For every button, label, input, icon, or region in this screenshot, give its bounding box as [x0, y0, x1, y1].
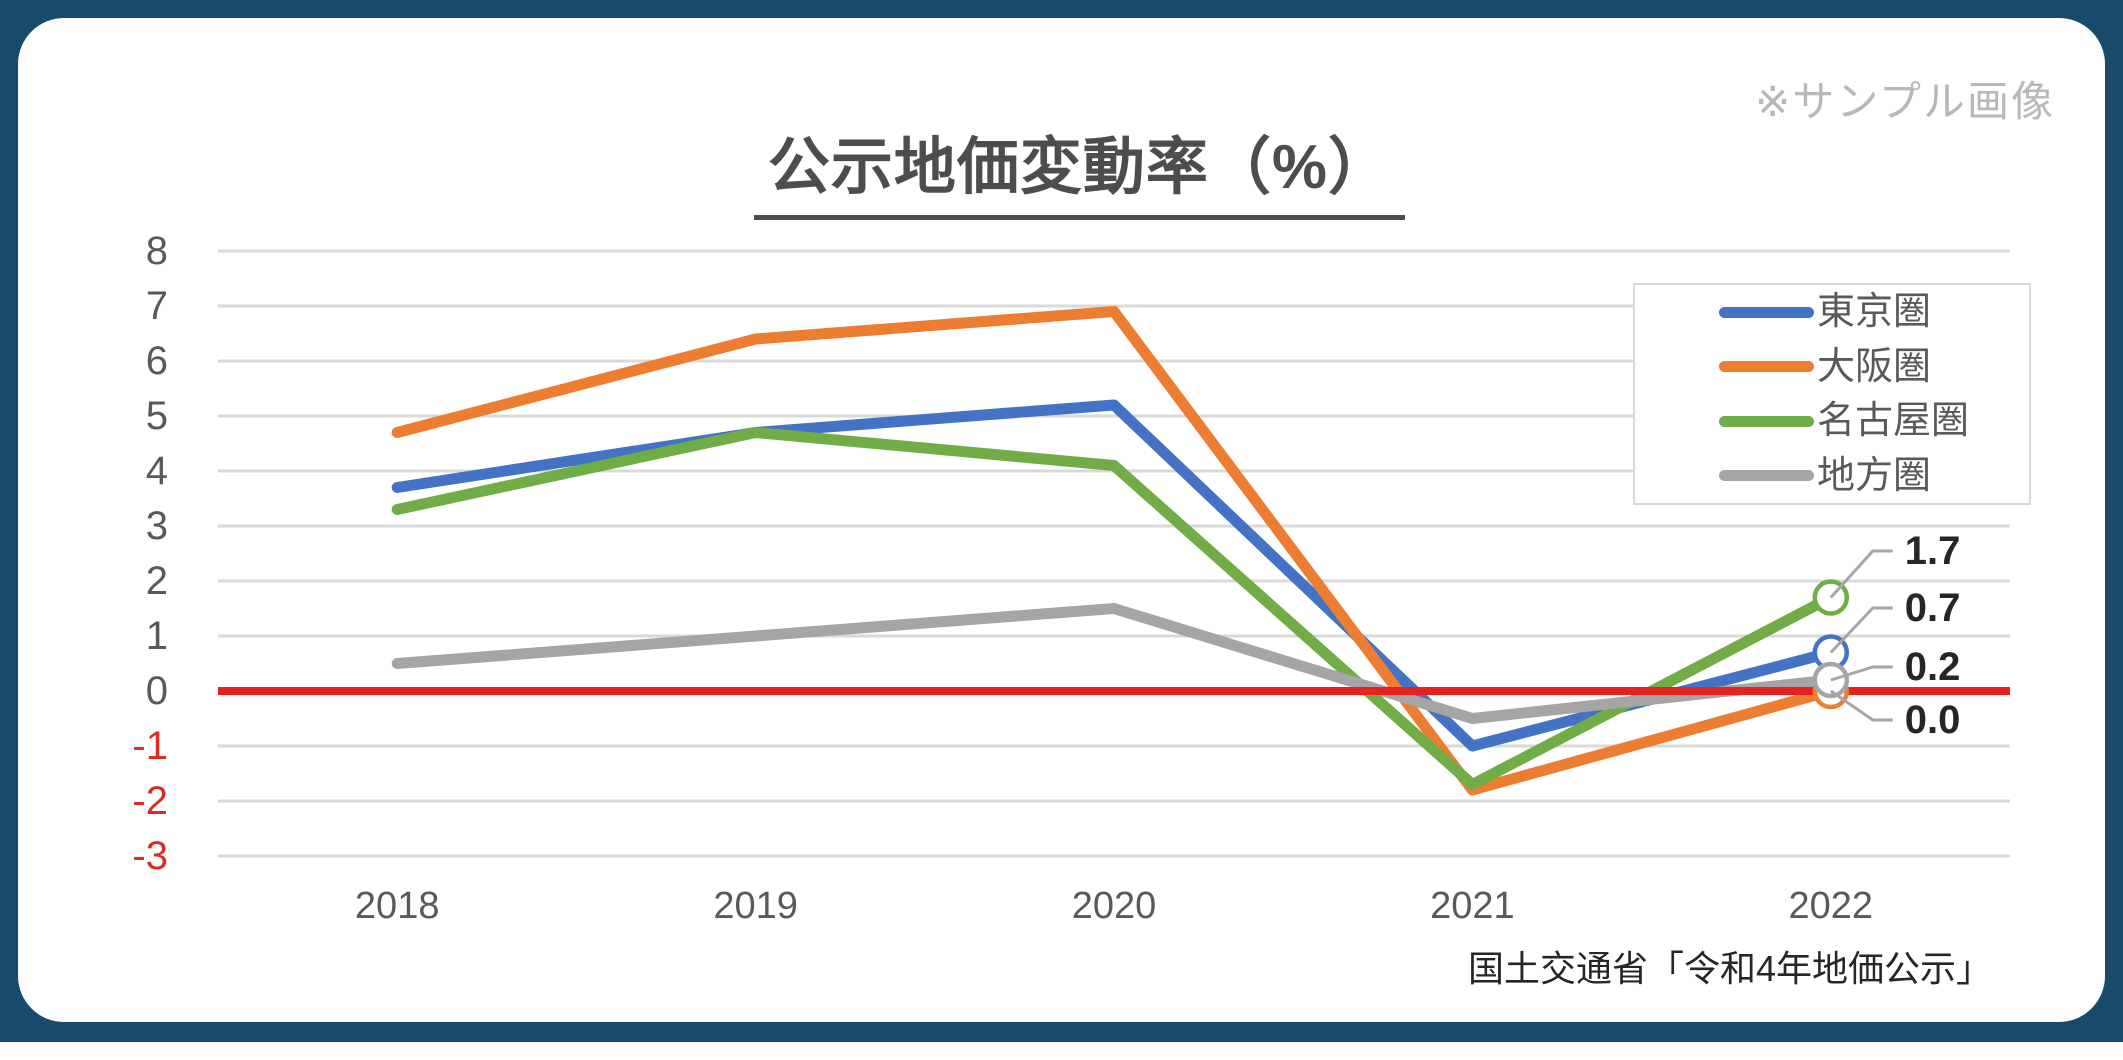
leader-line-nagoya	[1829, 549, 1893, 599]
y-tick-label: 0	[146, 669, 168, 713]
legend-item-tokyo: 東京圏	[1719, 293, 2029, 331]
y-tick-label: 3	[146, 504, 168, 548]
chart-canvas: 8 7 6 5 4 3 2 1 0 -1 -2 -3 2018 2019 2020 2021 2022 1.7 0.…	[132, 229, 2010, 927]
legend-item-nagoya: 名古屋圏	[1719, 402, 2029, 440]
source-credit: 国土交通省「令和4年地価公示」	[1467, 948, 1992, 989]
watermark-label: ※サンプル画像	[1755, 78, 2055, 125]
legend-swatch-regional	[1719, 470, 1814, 482]
chart-title-wrap: 公示地価変動率（%）	[18, 116, 2123, 220]
legend-label-osaka: 大阪圏	[1817, 345, 1932, 388]
legend-label-tokyo: 東京圏	[1817, 291, 1932, 334]
legend-swatch-nagoya	[1719, 415, 1814, 427]
leader-line-tokyo	[1829, 606, 1893, 654]
end-label-regional: 0.2	[1905, 645, 1961, 689]
x-tick-label: 2018	[355, 885, 440, 927]
y-tick-label: 5	[146, 394, 168, 438]
x-tick-label: 2021	[1430, 885, 1515, 927]
y-tick-label: 2	[146, 559, 168, 603]
leader-line-regional	[1830, 665, 1893, 682]
legend-label-nagoya: 名古屋圏	[1817, 400, 1970, 443]
series-line-osaka	[391, 306, 1837, 796]
y-tick-label: -2	[132, 779, 168, 823]
x-tick-label: 2020	[1072, 885, 1157, 927]
leader-line-osaka	[1829, 689, 1893, 722]
y-tick-label: -1	[132, 724, 168, 768]
y-tick-label: -3	[132, 834, 168, 878]
chart-title: 公示地価変動率（%）	[753, 116, 1406, 220]
end-label-nagoya: 1.7	[1905, 529, 1961, 573]
series-line-nagoya	[391, 427, 1837, 790]
legend: 東京圏大阪圏名古屋圏地方圏	[1633, 283, 2031, 505]
chart-panel: 8 7 6 5 4 3 2 1 0 -1 -2 -3 2018 2019 2020 2021 2022 1.7 0.…	[18, 18, 2105, 1022]
legend-swatch-tokyo	[1719, 306, 1814, 318]
y-tick-label: 6	[146, 339, 168, 383]
legend-item-osaka: 大阪圏	[1719, 348, 2029, 386]
end-label-osaka: 0.0	[1905, 698, 1961, 742]
legend-item-regional: 地方圏	[1719, 457, 2029, 495]
y-tick-label: 8	[146, 229, 168, 273]
x-tick-label: 2019	[713, 885, 798, 927]
series-line-regional	[391, 603, 1837, 724]
y-tick-label: 4	[146, 449, 168, 493]
legend-label-regional: 地方圏	[1817, 454, 1932, 497]
y-tick-label: 1	[146, 614, 168, 658]
series-line-tokyo	[391, 399, 1837, 752]
legend-swatch-osaka	[1719, 361, 1814, 373]
end-label-tokyo: 0.7	[1905, 586, 1961, 630]
y-tick-label: 7	[146, 284, 168, 328]
x-tick-label: 2022	[1789, 885, 1874, 927]
